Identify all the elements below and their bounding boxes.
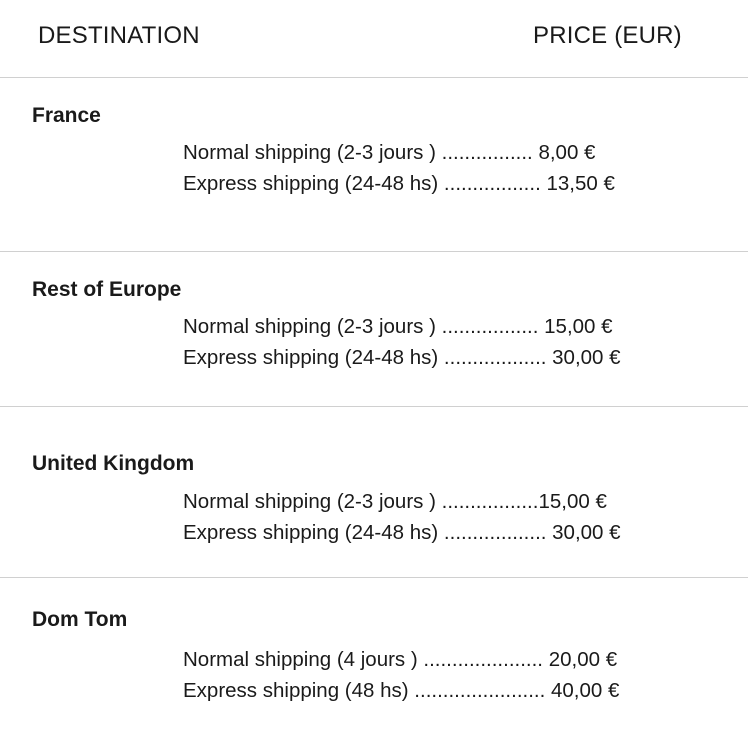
section-title: Rest of Europe [32, 278, 182, 301]
shipping-line: Express shipping (24-48 hs) ............… [183, 521, 621, 544]
destination-column-header: DESTINATION [38, 22, 200, 49]
price-column-header: PRICE (EUR) [533, 22, 682, 49]
shipping-line: Express shipping (48 hs) ...............… [183, 679, 620, 702]
divider [0, 251, 748, 252]
shipping-line: Normal shipping (4 jours ) .............… [183, 648, 618, 671]
divider [0, 577, 748, 578]
shipping-line: Express shipping (24-48 hs) ............… [183, 172, 615, 195]
section-title: Dom Tom [32, 608, 128, 631]
divider [0, 77, 748, 78]
shipping-line: Normal shipping (2-3 jours ) ...........… [183, 141, 596, 164]
shipping-line: Normal shipping (2-3 jours ) ...........… [183, 490, 607, 513]
section-title: France [32, 104, 101, 127]
divider [0, 406, 748, 407]
section-title: United Kingdom [32, 452, 195, 475]
shipping-line: Normal shipping (2-3 jours ) ...........… [183, 315, 613, 338]
shipping-line: Express shipping (24-48 hs) ............… [183, 346, 621, 369]
